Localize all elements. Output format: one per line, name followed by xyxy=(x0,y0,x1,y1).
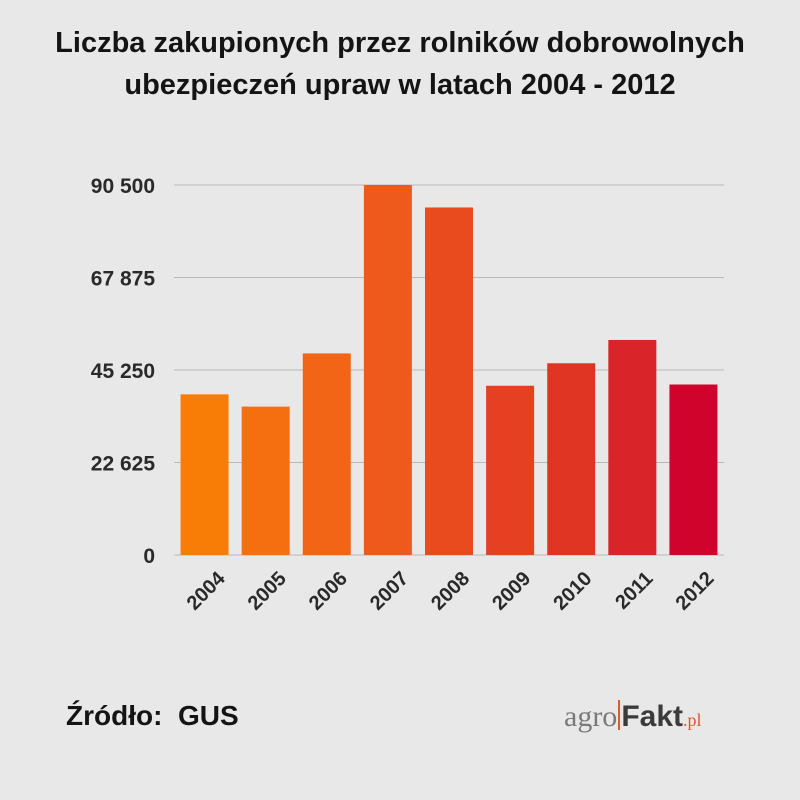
chart-title: Liczba zakupionych przez rolników dobrow… xyxy=(0,22,800,106)
x-tick-label: 2010 xyxy=(549,568,596,615)
y-tick-label: 22 625 xyxy=(91,453,156,476)
x-tick-label: 2008 xyxy=(427,568,474,615)
x-tick-label: 2012 xyxy=(672,568,719,615)
logo-separator xyxy=(618,700,621,730)
bar-2011 xyxy=(608,339,657,555)
logo-suffix: .pl xyxy=(683,710,702,730)
source-label: Źródło: GUS xyxy=(66,700,239,731)
logo-fakt: Fakt xyxy=(621,700,683,733)
y-tick-label: 90 500 xyxy=(91,175,155,198)
chart-title-line-2: ubezpieczeń upraw w latach 2004 - 2012 xyxy=(124,69,676,101)
chart-title-line-1: Liczba zakupionych przez rolników dobrow… xyxy=(55,27,745,59)
bar-2008 xyxy=(425,207,473,555)
bar-2005 xyxy=(241,406,290,555)
x-tick-label: 2006 xyxy=(305,568,352,615)
x-tick-label: 2009 xyxy=(488,568,535,615)
y-tick-label: 45 250 xyxy=(91,360,155,383)
agrofakt-logo: agro Fakt.pl xyxy=(564,700,702,740)
bar-2006 xyxy=(302,353,351,555)
bar-2004 xyxy=(180,394,229,555)
x-tick-label: 2011 xyxy=(611,568,657,614)
x-tick-label: 2007 xyxy=(366,568,413,615)
x-tick-label: 2005 xyxy=(244,568,291,615)
bar-2007 xyxy=(363,185,412,555)
y-axis-tick-labels: 0 22 625 45 250 67 875 90 500 xyxy=(91,175,156,568)
logo-agro: agro xyxy=(564,700,618,733)
y-tick-label: 0 xyxy=(143,545,155,568)
bar-2010 xyxy=(547,363,596,555)
x-tick-label: 2004 xyxy=(183,567,231,615)
bars xyxy=(180,185,718,555)
x-axis-tick-labels: 2004 2005 2006 2007 2008 2009 2010 2011 2012 xyxy=(183,567,719,615)
y-tick-label: 67 875 xyxy=(91,268,156,291)
bar-2012 xyxy=(669,384,718,555)
bar-2009 xyxy=(486,385,535,555)
